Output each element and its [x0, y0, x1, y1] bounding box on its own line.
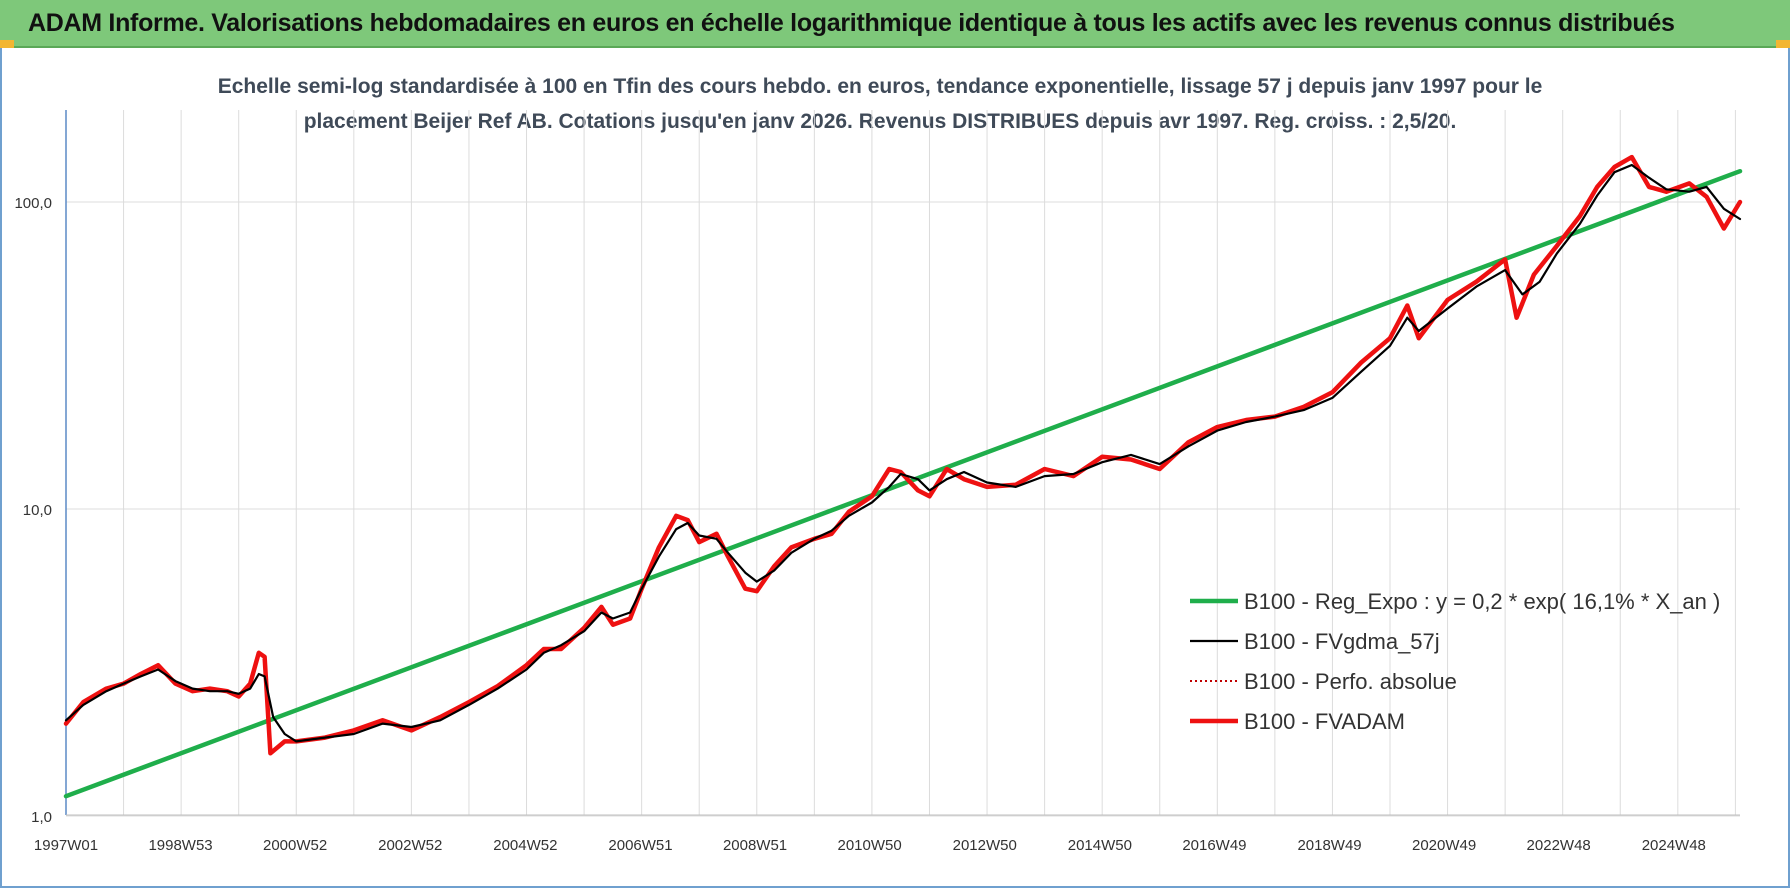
x-tick-label: 2002W52 — [378, 837, 442, 854]
x-tick-label: 2004W52 — [493, 837, 557, 854]
grid-lines — [65, 110, 1740, 817]
y-tick-label: 1,0 — [31, 809, 52, 826]
x-tick-label: 1998W53 — [148, 837, 212, 854]
chart-frame — [0, 48, 1790, 888]
x-tick-label: 2010W50 — [838, 837, 902, 854]
x-tick-label: 2006W51 — [608, 837, 672, 854]
x-tick-label: 2022W48 — [1527, 837, 1591, 854]
legend: B100 - Reg_Expo : y = 0,2 * exp( 16,1% *… — [1190, 589, 1720, 734]
x-tick-label: 2016W49 — [1182, 837, 1246, 854]
series-layer — [63, 154, 1743, 799]
x-tick-label: 1997W01 — [34, 837, 98, 854]
legend-label-3: B100 - FVADAM — [1244, 709, 1405, 734]
title-banner: ADAM Informe. Valorisations hebdomadaire… — [0, 0, 1790, 48]
x-tick-label: 2012W50 — [953, 837, 1017, 854]
corner-marker-left — [0, 40, 14, 48]
axes — [65, 110, 1740, 816]
tick-labels: 1,0 10,0 100,0 1997W01 1998W53 2000W52 2002W52… — [14, 195, 1705, 854]
series-line-3 — [63, 154, 1743, 756]
legend-label-1: B100 - FVgdma_57j — [1244, 629, 1440, 654]
x-tick-label: 2008W51 — [723, 837, 787, 854]
y-tick-label: 10,0 — [23, 502, 52, 519]
legend-label-0: B100 - Reg_Expo : y = 0,2 * exp( 16,1% *… — [1244, 589, 1720, 614]
series-line-1 — [64, 163, 1742, 743]
y-tick-label: 100,0 — [14, 195, 52, 212]
x-tick-label: 2000W52 — [263, 837, 327, 854]
x-tick-label: 2014W50 — [1068, 837, 1132, 854]
x-tick-label: 2024W48 — [1642, 837, 1706, 854]
corner-marker-right — [1776, 40, 1790, 48]
legend-label-2: B100 - Perfo. absolue — [1244, 669, 1457, 694]
chart-title-line-2: placement Beijer Ref AB. Cotations jusqu… — [303, 110, 1457, 133]
chart-title-line-1: Echelle semi-log standardisée à 100 en T… — [217, 75, 1543, 98]
x-tick-label: 2018W49 — [1297, 837, 1361, 854]
series-line-0 — [63, 168, 1743, 799]
x-tick-label: 2020W49 — [1412, 837, 1476, 854]
page-title: ADAM Informe. Valorisations hebdomadaire… — [28, 9, 1675, 37]
